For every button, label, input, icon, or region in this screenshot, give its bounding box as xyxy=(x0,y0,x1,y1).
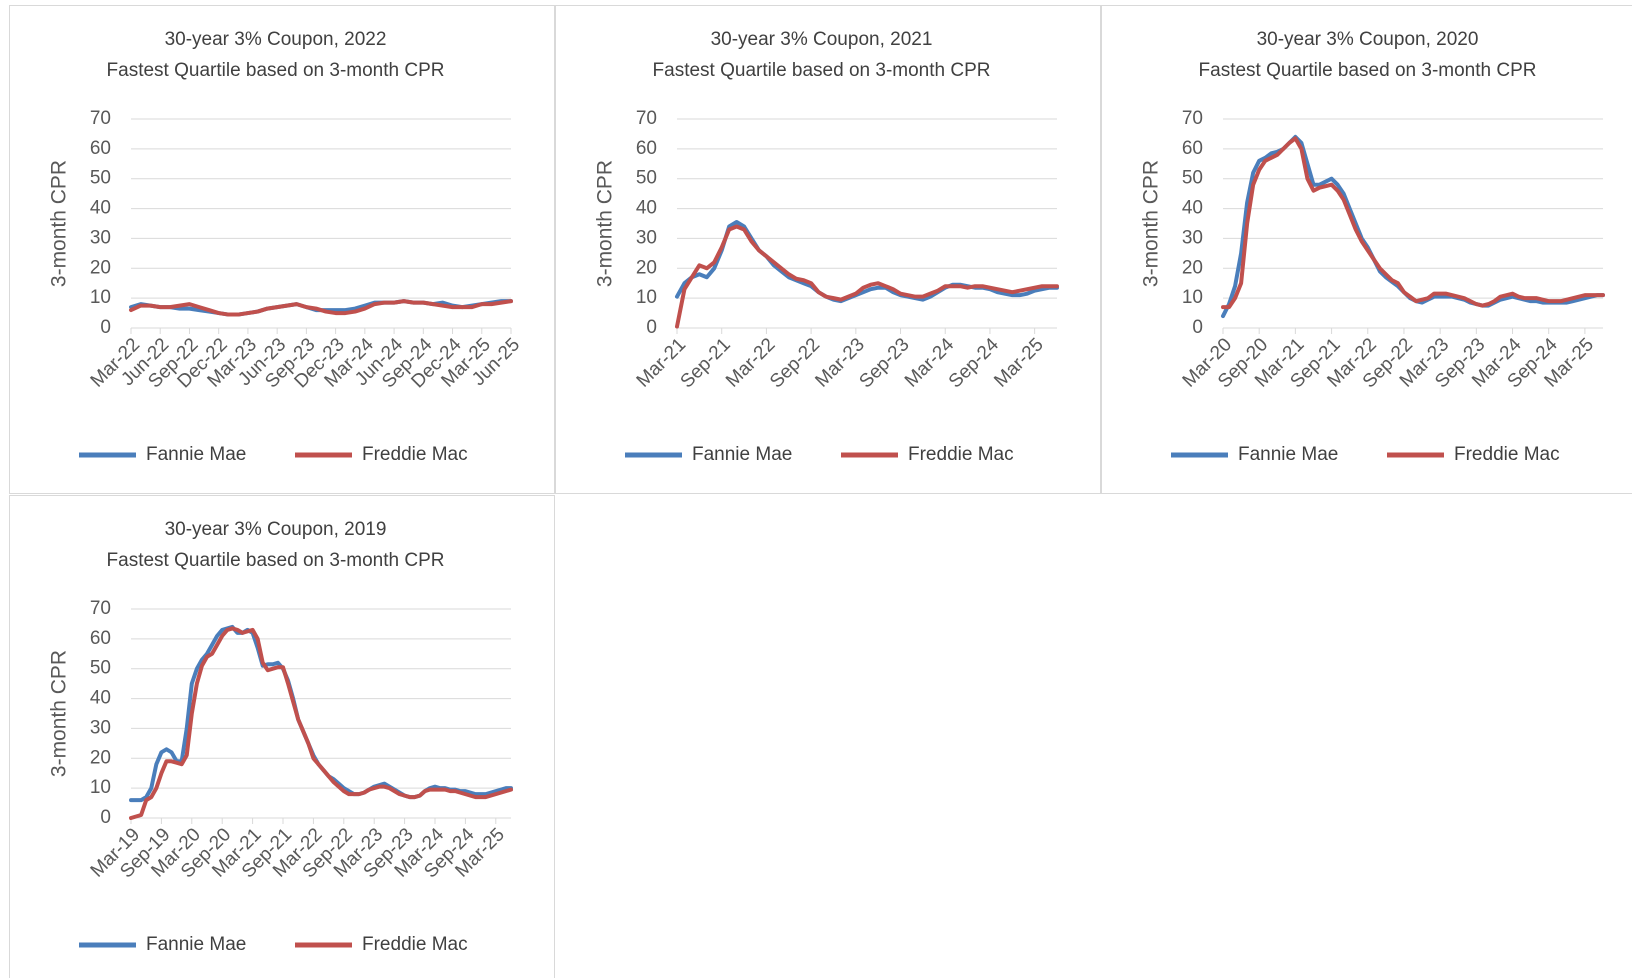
chart-subtitle: Fastest Quartile based on 3-month CPR xyxy=(653,60,991,81)
y-tick-label: 40 xyxy=(636,198,657,219)
y-tick-label: 40 xyxy=(90,198,111,219)
y-tick-label: 10 xyxy=(90,777,111,798)
y-tick-label: 60 xyxy=(1182,138,1203,159)
y-tick-label: 70 xyxy=(1182,108,1203,129)
y-axis-title: 3-month CPR xyxy=(1140,160,1163,287)
y-tick-label: 50 xyxy=(90,658,111,679)
panel-border xyxy=(9,495,555,978)
chart-panel: 30-year 3% Coupon, 2021 Fastest Quartile … xyxy=(555,5,1101,494)
y-tick-label: 10 xyxy=(636,287,657,308)
chart-panel: 30-year 3% Coupon, 2020 Fastest Quartile … xyxy=(1101,5,1632,494)
y-axis-title: 3-month CPR xyxy=(48,650,71,777)
y-tick-label: 0 xyxy=(100,317,111,338)
panel-border xyxy=(555,5,1101,494)
y-axis-title: 3-month CPR xyxy=(594,160,617,287)
y-tick-label: 20 xyxy=(90,257,111,278)
legend-label: Fannie Mae xyxy=(1238,444,1338,465)
chart-title: 30-year 3% Coupon, 2022 xyxy=(165,29,387,50)
y-tick-label: 70 xyxy=(90,108,111,129)
y-tick-label: 40 xyxy=(90,688,111,709)
chart-title: 30-year 3% Coupon, 2020 xyxy=(1257,29,1479,50)
chart-subtitle: Fastest Quartile based on 3-month CPR xyxy=(107,550,445,571)
y-tick-label: 10 xyxy=(90,287,111,308)
y-tick-label: 0 xyxy=(100,807,111,828)
chart-title: 30-year 3% Coupon, 2019 xyxy=(165,519,387,540)
y-tick-label: 60 xyxy=(90,138,111,159)
y-tick-label: 20 xyxy=(1182,257,1203,278)
series-line xyxy=(129,299,513,317)
chart-panel: 30-year 3% Coupon, 2022 Fastest Quartile … xyxy=(9,5,555,494)
y-tick-label: 30 xyxy=(90,227,111,248)
y-axis-title: 3-month CPR xyxy=(48,160,71,287)
y-tick-label: 20 xyxy=(636,257,657,278)
y-tick-label: 30 xyxy=(636,227,657,248)
y-tick-label: 30 xyxy=(1182,227,1203,248)
series-line xyxy=(1221,136,1605,310)
y-tick-label: 20 xyxy=(90,747,111,768)
chart-title: 30-year 3% Coupon, 2021 xyxy=(711,29,933,50)
legend-label: Fannie Mae xyxy=(692,444,792,465)
y-tick-label: 50 xyxy=(90,168,111,189)
y-tick-label: 70 xyxy=(636,108,657,129)
y-tick-label: 70 xyxy=(90,598,111,619)
chart-subtitle: Fastest Quartile based on 3-month CPR xyxy=(107,60,445,81)
y-tick-label: 10 xyxy=(1182,287,1203,308)
y-tick-label: 60 xyxy=(90,628,111,649)
legend-label: Fannie Mae xyxy=(146,934,246,955)
series-line xyxy=(129,626,513,820)
y-tick-label: 50 xyxy=(1182,168,1203,189)
legend-label: Freddie Mac xyxy=(1454,444,1560,465)
chart-panel: 30-year 3% Coupon, 2019 Fastest Quartile … xyxy=(9,495,555,978)
series-line xyxy=(675,220,1059,304)
y-tick-label: 50 xyxy=(636,168,657,189)
y-tick-label: 30 xyxy=(90,717,111,738)
legend-label: Freddie Mac xyxy=(908,444,1014,465)
y-tick-label: 0 xyxy=(646,317,657,338)
panel-border xyxy=(9,5,555,494)
legend-label: Freddie Mac xyxy=(362,444,468,465)
legend-label: Fannie Mae xyxy=(146,444,246,465)
y-tick-label: 40 xyxy=(1182,198,1203,219)
legend-label: Freddie Mac xyxy=(362,934,468,955)
chart-subtitle: Fastest Quartile based on 3-month CPR xyxy=(1199,60,1537,81)
y-tick-label: 60 xyxy=(636,138,657,159)
series-line xyxy=(675,224,1059,329)
y-tick-label: 0 xyxy=(1192,317,1203,338)
